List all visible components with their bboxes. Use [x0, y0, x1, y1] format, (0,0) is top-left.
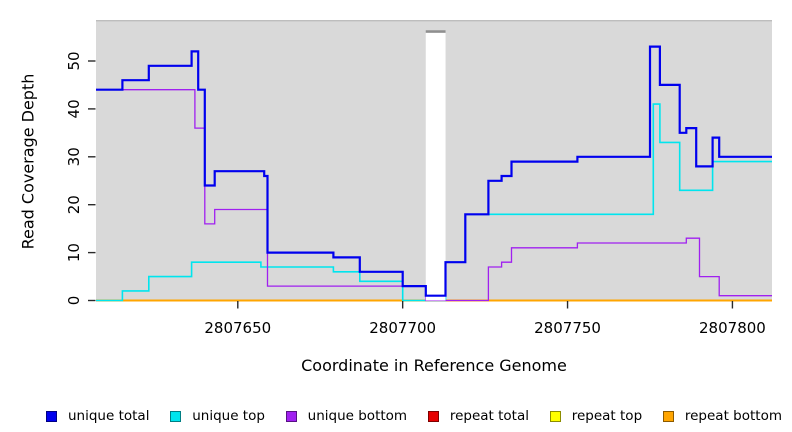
repeat-top-swatch: [549, 410, 561, 422]
legend-item-unique-bottom: unique bottom: [285, 408, 408, 424]
no-data-gap: [425, 33, 446, 301]
legend-item-repeat-bottom: repeat bottom: [662, 408, 782, 424]
legend-item-repeat-total: repeat total: [427, 408, 529, 424]
series-line-unique-bottom: [96, 89, 772, 302]
y-tick-label: 0: [65, 296, 83, 306]
unique-total-swatch: [46, 410, 57, 422]
series-line-unique-top: [96, 103, 772, 302]
y-tick-label: 40: [65, 99, 83, 118]
legend-item-unique-top: unique top: [170, 408, 265, 424]
legend: unique total unique top unique bottom repea…: [46, 408, 782, 424]
x-tick-label: 2807750: [534, 319, 601, 337]
y-tick-label: 20: [65, 195, 83, 214]
unique-bottom-swatch: [285, 410, 297, 422]
legend-item-repeat-top: repeat top: [549, 408, 643, 424]
legend-label: repeat top: [571, 408, 643, 424]
repeat-bottom-swatch: [662, 410, 674, 422]
x-tick-label: 2807650: [204, 319, 271, 337]
legend-item-unique-total: unique total: [46, 408, 149, 424]
repeat-total-swatch: [427, 410, 439, 422]
y-tick-label: 50: [65, 51, 83, 70]
x-tick-label: 2807700: [369, 319, 436, 337]
y-tick-label: 10: [65, 243, 83, 262]
legend-label: unique top: [192, 408, 265, 424]
legend-label: unique total: [68, 408, 150, 424]
unique-top-swatch: [170, 410, 182, 422]
y-axis-label: Read Coverage Depth: [18, 73, 38, 250]
y-tick-label: 30: [65, 147, 83, 166]
x-tick-label: 2807800: [699, 319, 766, 337]
x-axis-label: Coordinate in Reference Genome: [301, 356, 567, 375]
series-line-unique-total: [96, 45, 772, 297]
legend-label: unique bottom: [307, 408, 408, 424]
legend-label: repeat bottom: [684, 408, 782, 424]
legend-label: repeat total: [449, 408, 529, 424]
